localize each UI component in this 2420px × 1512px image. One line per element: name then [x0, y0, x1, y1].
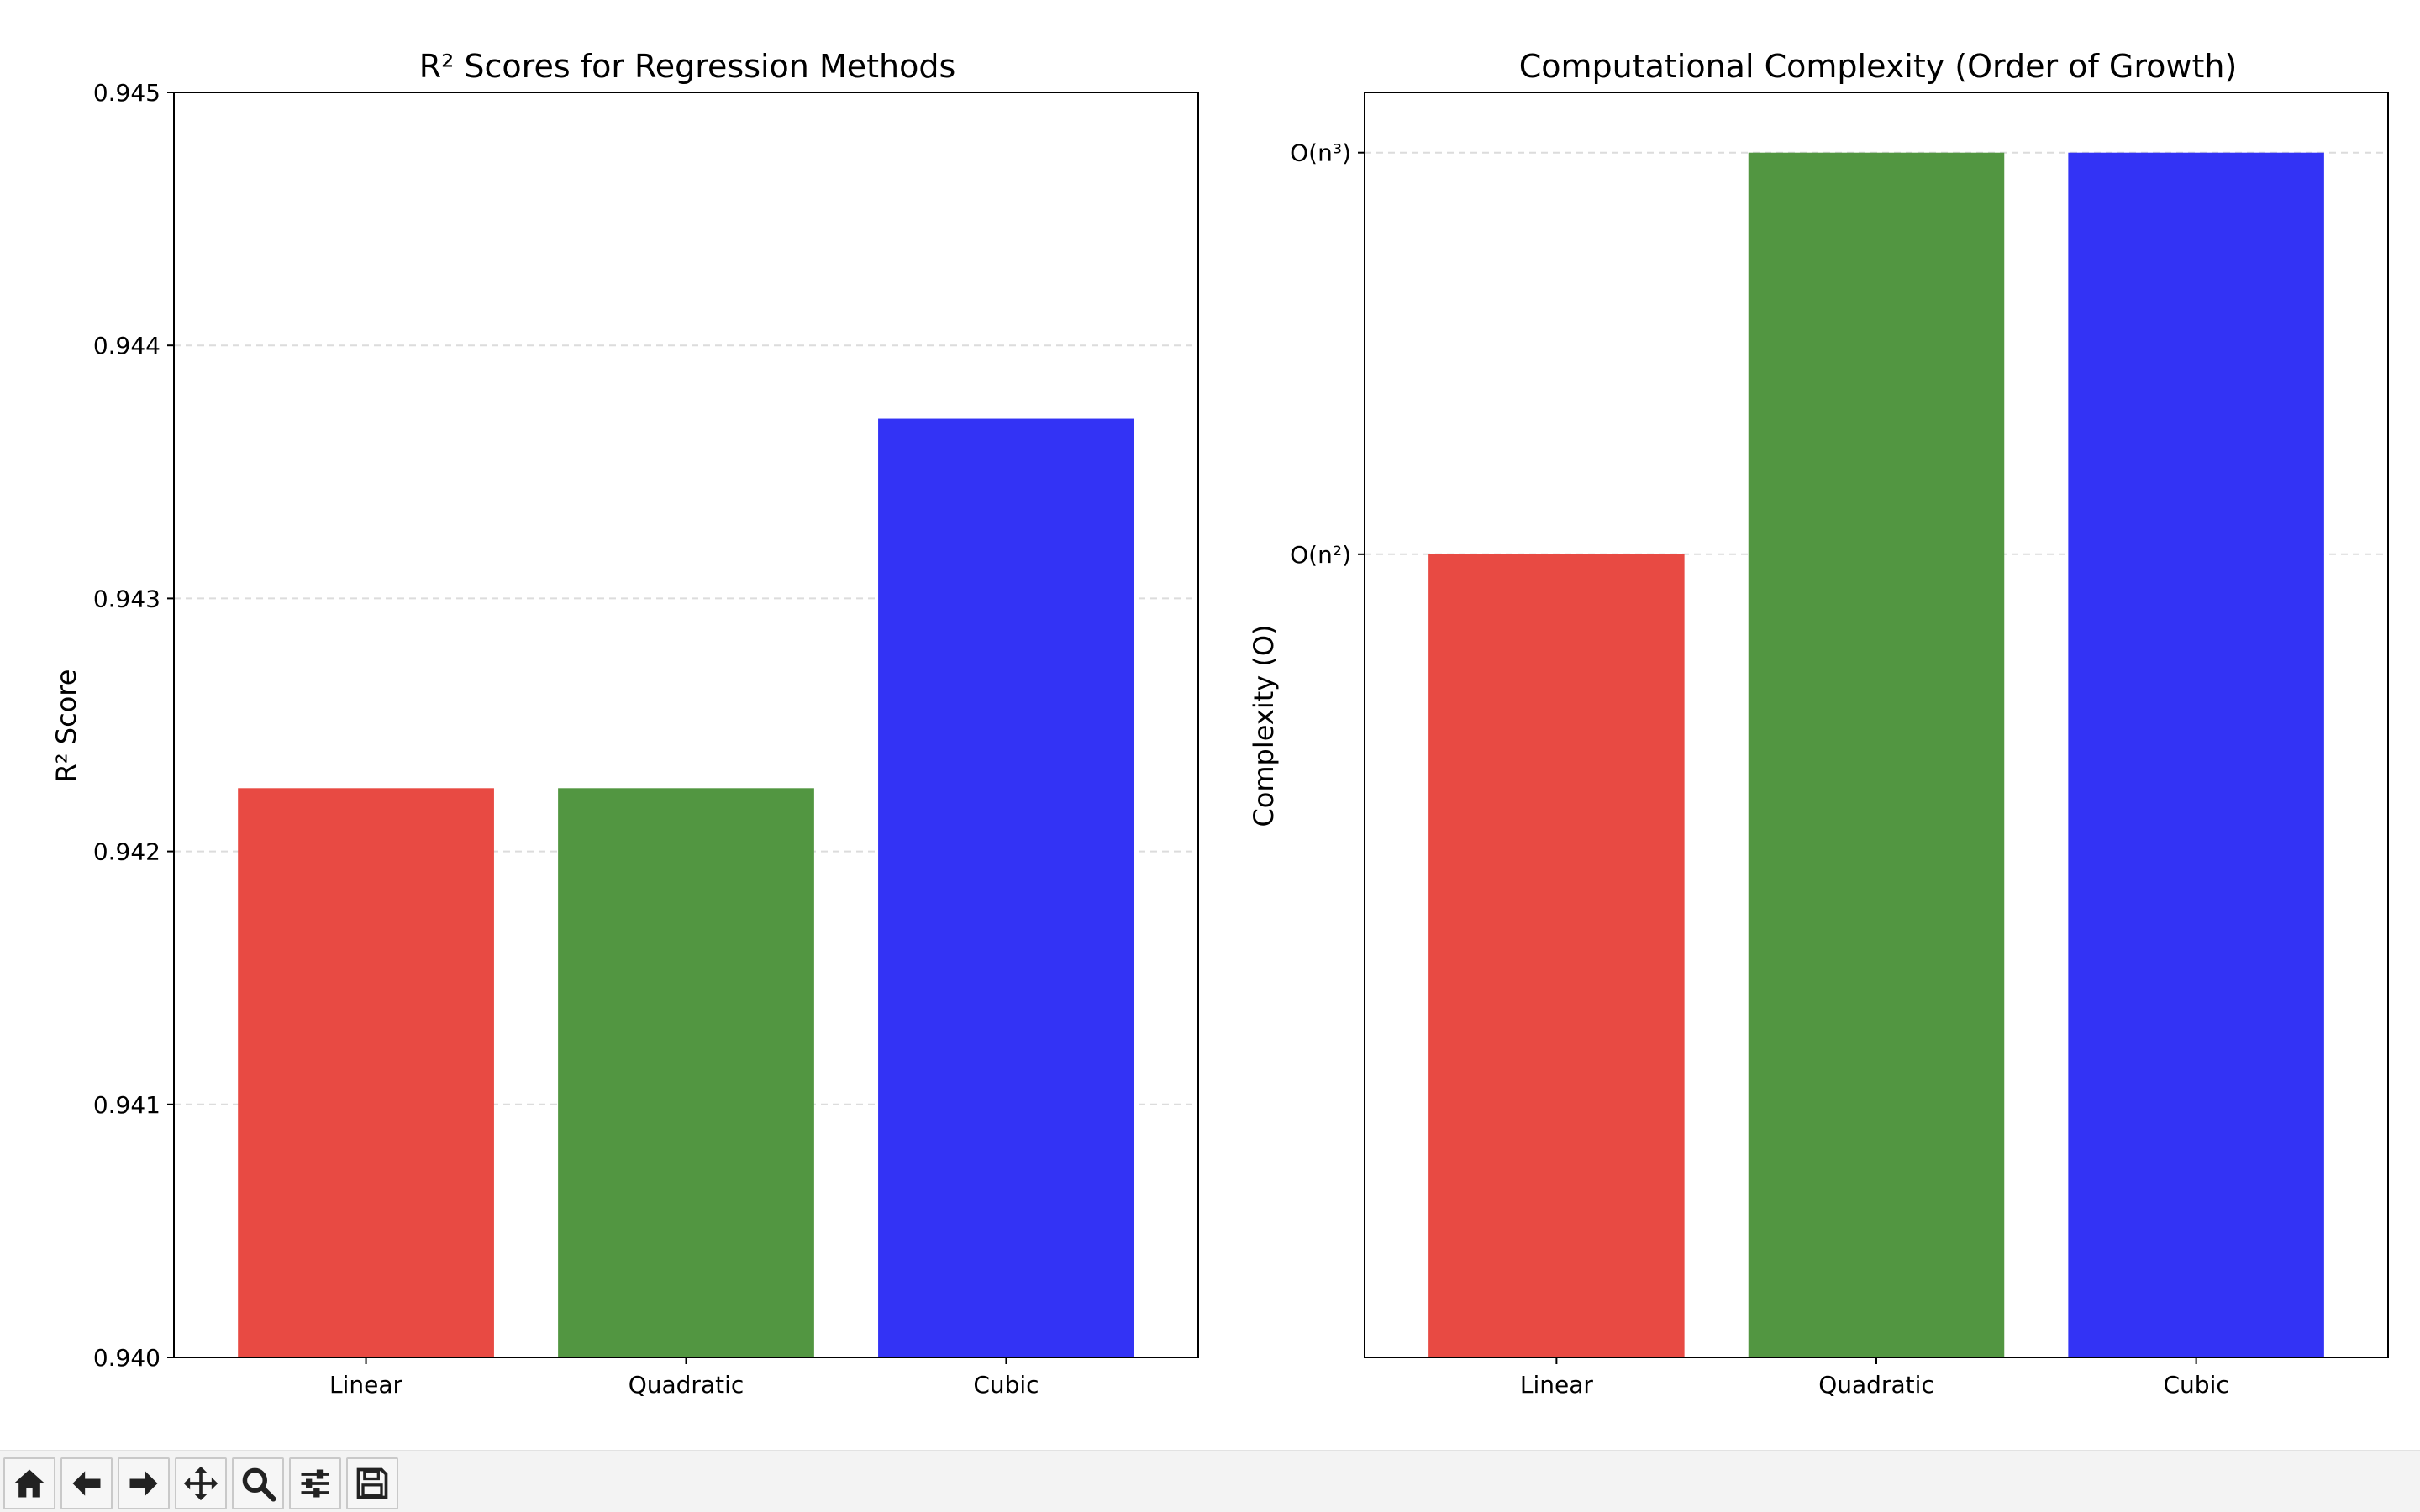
bar-linear	[1428, 554, 1685, 1357]
floppy-disk-icon	[356, 1467, 388, 1499]
configure-subplots-button[interactable]	[289, 1457, 341, 1509]
x-tick-label: Linear	[1520, 1371, 1594, 1399]
bar-cubic	[2068, 152, 2324, 1358]
chart-title: R² Scores for Regression Methods	[419, 48, 956, 85]
y-tick-label: 0.943	[93, 585, 160, 612]
back-button[interactable]	[60, 1457, 113, 1509]
y-tick-label: 0.942	[93, 838, 160, 866]
figure: R² Scores for Regression Methods R² Scor…	[50, 48, 2389, 1399]
complexity-chart: Computational Complexity (Order of Growt…	[1248, 48, 2389, 1399]
move-icon	[183, 1466, 218, 1501]
y-axis-label: Complexity (O)	[1248, 624, 1280, 827]
bar-quadratic	[558, 788, 814, 1357]
bar-linear	[238, 788, 494, 1357]
forward-button[interactable]	[118, 1457, 170, 1509]
y-tick-label: 0.940	[93, 1344, 160, 1372]
chart-canvas: R² Scores for Regression Methods R² Scor…	[50, 48, 2389, 1399]
zoom-icon	[242, 1467, 276, 1502]
x-tick-label: Cubic	[2164, 1371, 2229, 1399]
axes-frame	[173, 92, 1199, 1358]
y-tick-label: O(n²)	[1290, 541, 1351, 569]
zoom-button[interactable]	[232, 1457, 284, 1509]
arrow-right-icon	[129, 1471, 158, 1496]
y-tick-label: 0.945	[93, 79, 160, 107]
y-tick-label: 0.944	[93, 332, 160, 360]
home-icon	[13, 1469, 45, 1498]
y-axis-label: R² Score	[50, 669, 82, 783]
bar-quadratic	[1748, 152, 2005, 1358]
sliders-icon	[301, 1469, 329, 1498]
pan-button[interactable]	[175, 1457, 227, 1509]
arrow-left-icon	[72, 1471, 101, 1496]
axes-frame	[1364, 92, 2389, 1358]
y-tick-label: 0.941	[93, 1091, 160, 1119]
x-tick-label: Quadratic	[629, 1371, 744, 1399]
x-tick-label: Quadratic	[1818, 1371, 1934, 1399]
r2-scores-chart: R² Scores for Regression Methods R² Scor…	[50, 48, 1199, 1399]
home-button[interactable]	[3, 1457, 55, 1509]
x-tick-label: Cubic	[973, 1371, 1039, 1399]
save-button[interactable]	[346, 1457, 398, 1509]
bar-cubic	[878, 418, 1134, 1358]
x-tick-label: Linear	[329, 1371, 403, 1399]
y-tick-label: O(n³)	[1290, 139, 1351, 167]
chart-title: Computational Complexity (Order of Growt…	[1519, 48, 2238, 85]
navigation-toolbar	[0, 1450, 2420, 1512]
